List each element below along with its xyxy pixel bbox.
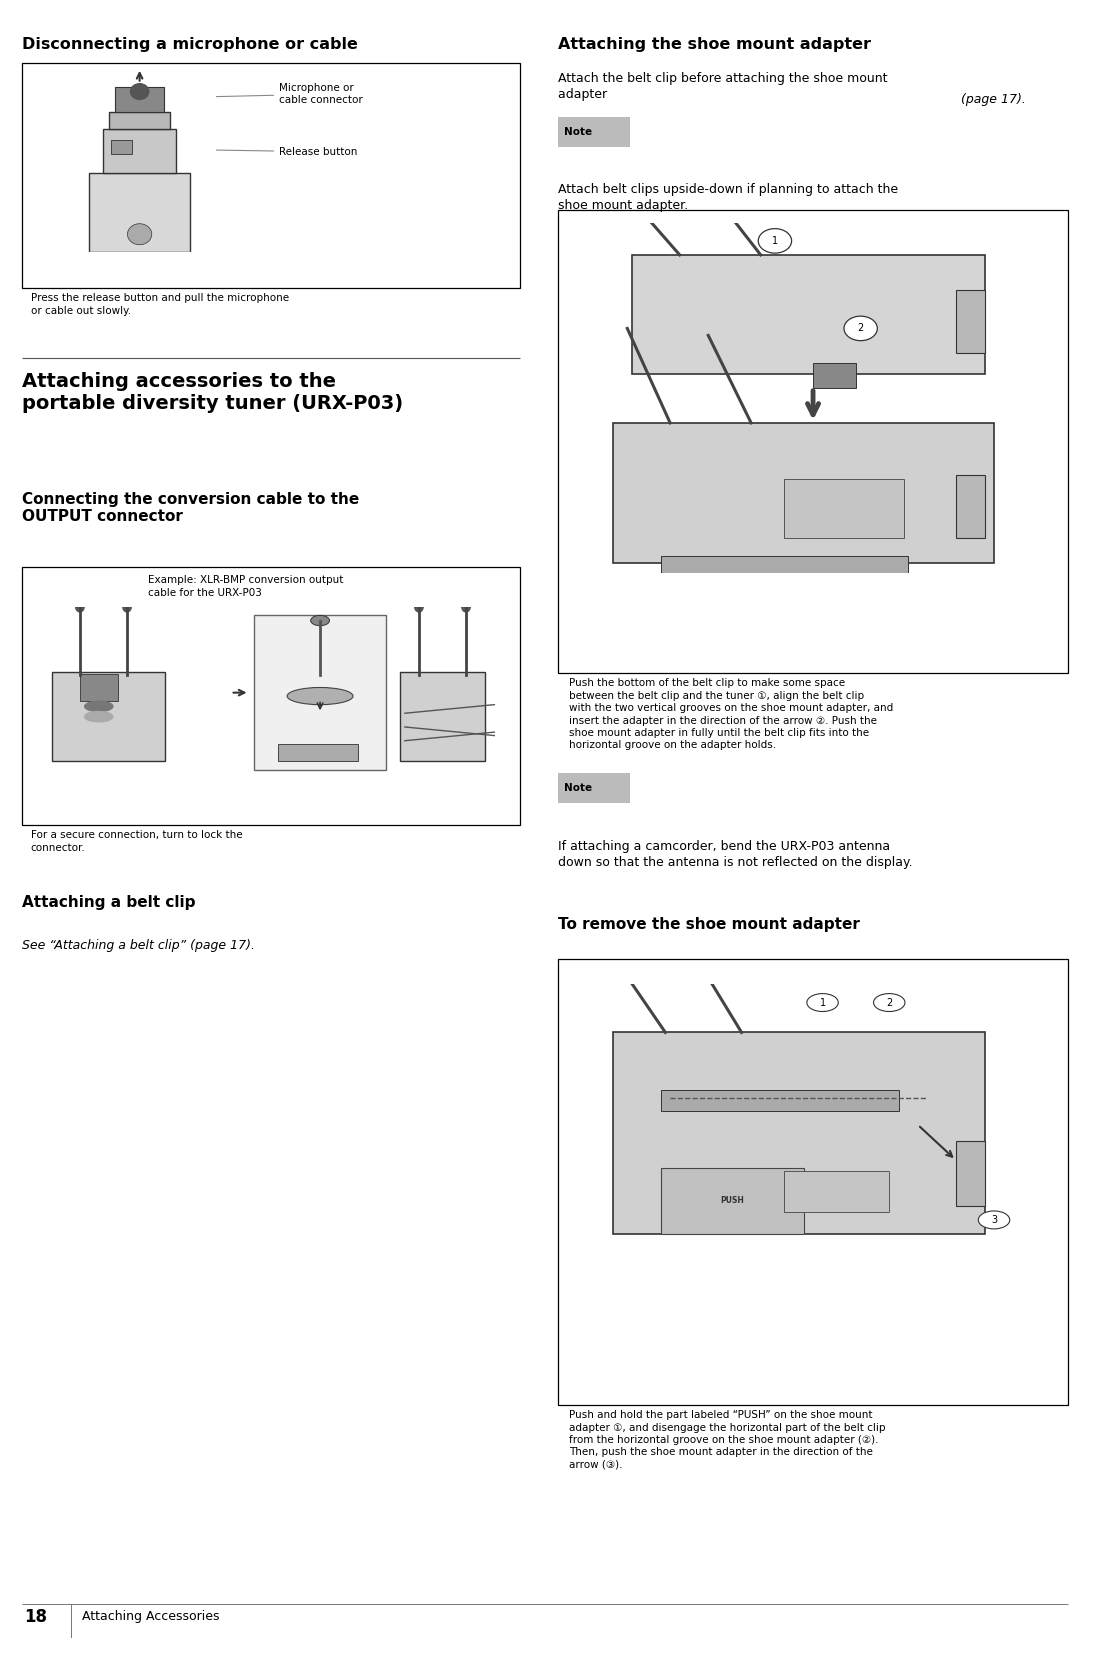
- Bar: [956, 290, 984, 353]
- Text: Push the bottom of the belt clip to make some space
between the belt clip and th: Push the bottom of the belt clip to make…: [569, 678, 894, 750]
- Text: PUSH: PUSH: [721, 1197, 744, 1205]
- Text: Connecting the conversion cable to the
OUTPUT connector: Connecting the conversion cable to the O…: [22, 492, 359, 523]
- Circle shape: [127, 223, 152, 245]
- Bar: [956, 475, 984, 538]
- Text: 1: 1: [819, 997, 826, 1007]
- Bar: [660, 557, 909, 573]
- Bar: [115, 87, 164, 112]
- Circle shape: [844, 317, 877, 340]
- Bar: [956, 1142, 984, 1207]
- Bar: [103, 130, 176, 173]
- Bar: [254, 615, 385, 770]
- Circle shape: [130, 83, 149, 100]
- Text: (page 17).: (page 17).: [961, 93, 1026, 107]
- Bar: [660, 1169, 804, 1234]
- Text: 18: 18: [24, 1609, 47, 1625]
- Text: 3: 3: [991, 1215, 998, 1225]
- Bar: [278, 743, 358, 762]
- Circle shape: [758, 228, 792, 253]
- Text: Example: XLR-BMP conversion output
cable for the URX-P03: Example: XLR-BMP conversion output cable…: [148, 575, 343, 597]
- Text: If attaching a camcorder, bend the URX-P03 antenna
down so that the antenna is n: If attaching a camcorder, bend the URX-P…: [558, 840, 913, 869]
- Circle shape: [978, 1210, 1010, 1229]
- Text: Note: Note: [564, 783, 592, 793]
- Text: 2: 2: [886, 997, 892, 1007]
- Ellipse shape: [415, 602, 423, 612]
- Circle shape: [84, 712, 113, 722]
- Circle shape: [874, 994, 904, 1012]
- Bar: [22, 63, 520, 288]
- Text: Attaching a belt clip: Attaching a belt clip: [22, 895, 195, 910]
- Text: 2: 2: [857, 323, 864, 333]
- Text: Attaching accessories to the
portable diversity tuner (URX-P03): Attaching accessories to the portable di…: [22, 372, 403, 413]
- Text: See “Attaching a belt clip” (page 17).: See “Attaching a belt clip” (page 17).: [22, 939, 255, 952]
- Bar: [22, 567, 520, 825]
- Text: Push and hold the part labeled “PUSH” on the shoe mount
adapter ①, and disengage: Push and hold the part labeled “PUSH” on…: [569, 1410, 886, 1470]
- Text: Attach the belt clip before attaching the shoe mount
adapter: Attach the belt clip before attaching th…: [558, 72, 888, 100]
- Bar: [51, 672, 164, 762]
- Bar: [784, 478, 903, 538]
- Ellipse shape: [311, 615, 330, 625]
- Text: Microphone or
cable connector: Microphone or cable connector: [217, 83, 362, 105]
- Circle shape: [84, 702, 113, 712]
- Text: Attaching Accessories: Attaching Accessories: [82, 1610, 220, 1624]
- Ellipse shape: [462, 602, 470, 612]
- Text: For a secure connection, turn to lock the
connector.: For a secure connection, turn to lock th…: [31, 830, 242, 852]
- Bar: [558, 117, 630, 147]
- Text: Attaching the shoe mount adapter: Attaching the shoe mount adapter: [558, 37, 872, 52]
- Bar: [632, 255, 984, 373]
- Circle shape: [807, 994, 839, 1012]
- Text: Attach belt clips upside-down if planning to attach the
shoe mount adapter.: Attach belt clips upside-down if plannin…: [558, 183, 899, 212]
- Bar: [558, 773, 630, 803]
- Bar: [812, 363, 856, 388]
- Bar: [613, 423, 994, 563]
- Bar: [110, 112, 170, 130]
- Bar: [613, 1032, 984, 1234]
- Text: Release button: Release button: [217, 147, 358, 157]
- Text: To remove the shoe mount adapter: To remove the shoe mount adapter: [558, 917, 861, 932]
- Bar: [660, 1090, 899, 1112]
- Bar: [558, 959, 1068, 1405]
- Bar: [80, 673, 117, 702]
- Bar: [558, 210, 1068, 673]
- Bar: [112, 140, 131, 153]
- Text: 1: 1: [772, 237, 777, 245]
- Bar: [89, 173, 191, 252]
- Bar: [400, 672, 485, 762]
- Ellipse shape: [76, 602, 84, 612]
- Text: Note: Note: [564, 127, 592, 137]
- Ellipse shape: [123, 602, 131, 612]
- Bar: [784, 1170, 889, 1212]
- Ellipse shape: [287, 687, 353, 705]
- Text: Press the release button and pull the microphone
or cable out slowly.: Press the release button and pull the mi…: [31, 293, 289, 315]
- Text: Disconnecting a microphone or cable: Disconnecting a microphone or cable: [22, 37, 358, 52]
